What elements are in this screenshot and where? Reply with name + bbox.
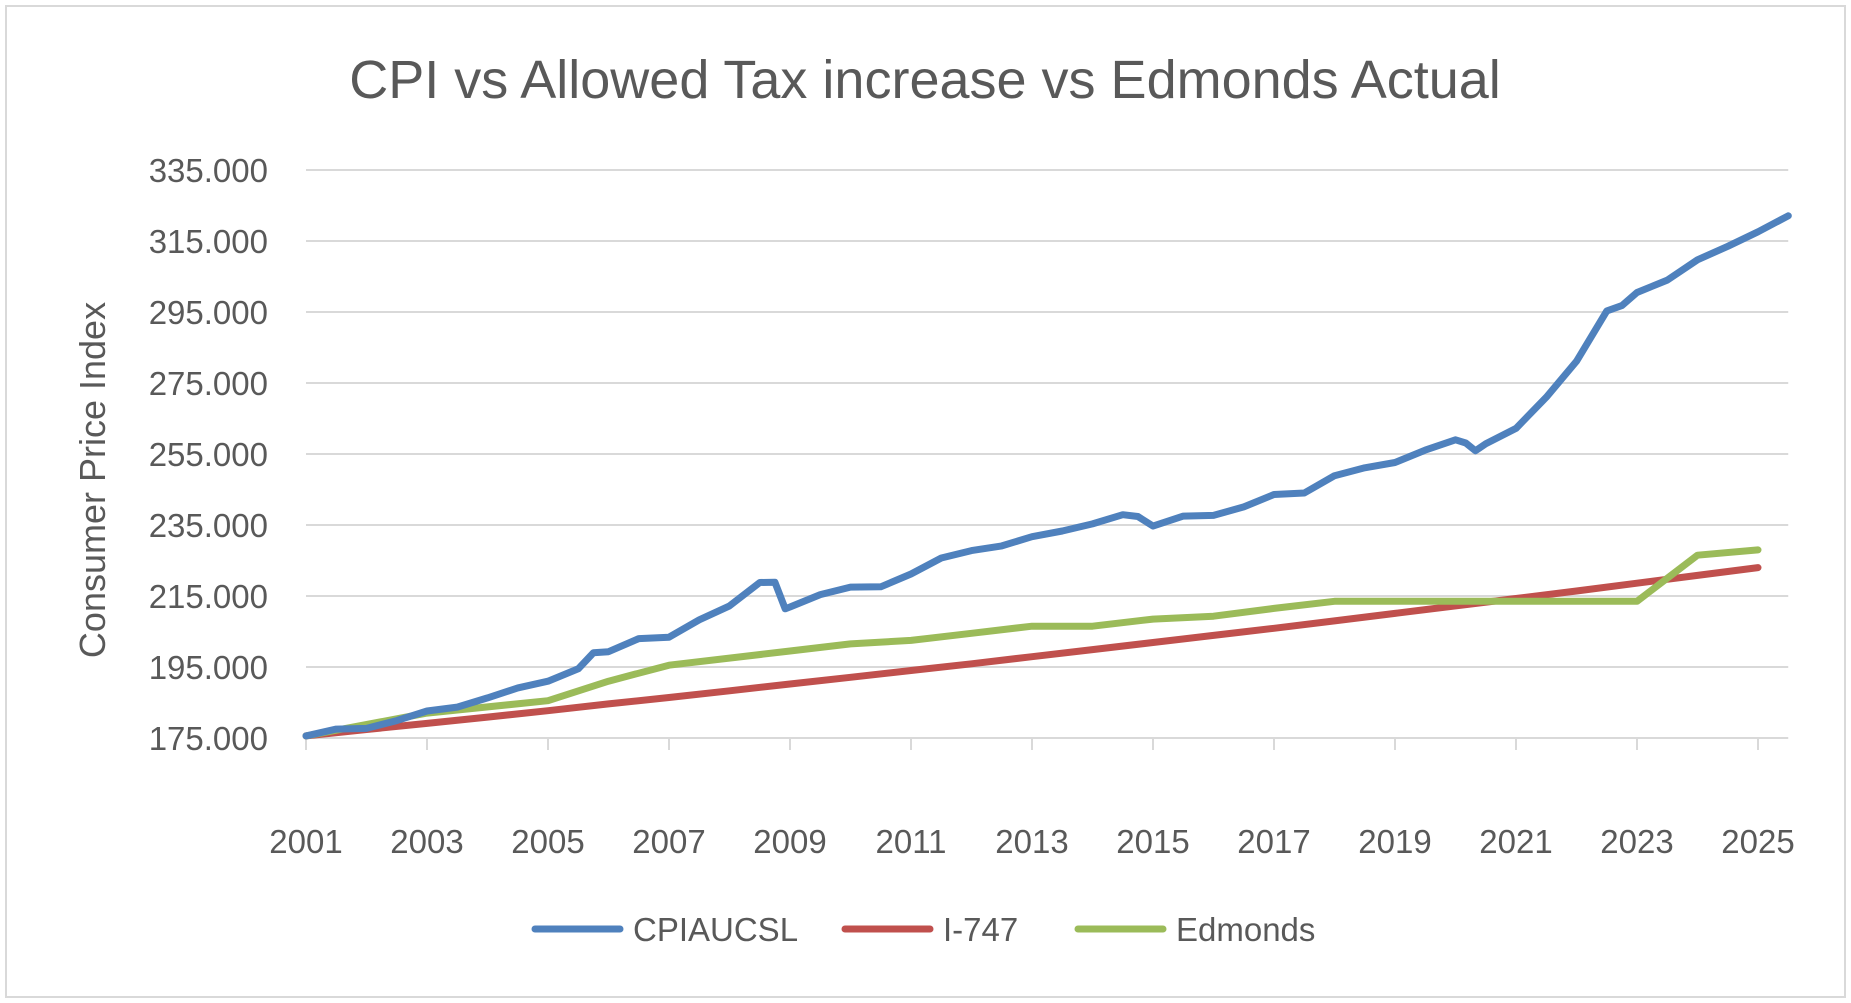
y-tick-label: 255.000	[149, 436, 268, 473]
chart-border	[5, 5, 1846, 998]
y-axis-label: Consumer Price Index	[72, 302, 113, 658]
series-lines	[302, 212, 1792, 740]
x-tick-labels: 2001 2003 2005 2007 2009 2011 2013 2015 2017 2019…	[269, 823, 1794, 860]
legend-item-cpiaucsl: CPIAUCSL	[531, 911, 798, 948]
y-tick-label: 235.000	[149, 507, 268, 544]
x-tick-label: 2005	[511, 823, 584, 860]
x-tick-label: 2019	[1358, 823, 1431, 860]
x-tick-label: 2015	[1116, 823, 1189, 860]
y-tick-labels: 175.000 195.000 215.000 235.000 255.000 275.0…	[149, 152, 268, 757]
x-tick-label: 2007	[632, 823, 705, 860]
series-line-edmonds	[302, 546, 1762, 740]
x-tick-label: 2003	[390, 823, 463, 860]
legend-item-edmonds: Edmonds	[1074, 911, 1315, 948]
legend-label: Edmonds	[1176, 911, 1315, 948]
y-tick-label: 315.000	[149, 223, 268, 260]
legend-label: I-747	[943, 911, 1018, 948]
y-tick-label: 215.000	[149, 578, 268, 615]
x-tick-label: 2017	[1237, 823, 1310, 860]
chart-title: CPI vs Allowed Tax increase vs Edmonds A…	[349, 50, 1501, 110]
y-tick-label: 295.000	[149, 294, 268, 331]
y-tick-label: 275.000	[149, 365, 268, 402]
x-tick-label: 2023	[1600, 823, 1673, 860]
x-tick-label: 2021	[1479, 823, 1552, 860]
x-tick-label: 2009	[753, 823, 826, 860]
legend-item-i-747: I-747	[841, 911, 1018, 948]
x-tick-label: 2025	[1721, 823, 1794, 860]
x-tick-label: 2013	[995, 823, 1068, 860]
x-tick-label: 2001	[269, 823, 342, 860]
x-tick-label: 2011	[876, 823, 947, 860]
y-tick-label: 195.000	[149, 649, 268, 686]
gridlines	[305, 169, 1789, 750]
legend: CPIAUCSL I-747 Edmonds	[531, 911, 1315, 948]
y-tick-label: 335.000	[149, 152, 268, 189]
y-tick-label: 175.000	[149, 720, 268, 757]
legend-label: CPIAUCSL	[633, 911, 798, 948]
series-line-cpiaucsl	[302, 212, 1792, 740]
